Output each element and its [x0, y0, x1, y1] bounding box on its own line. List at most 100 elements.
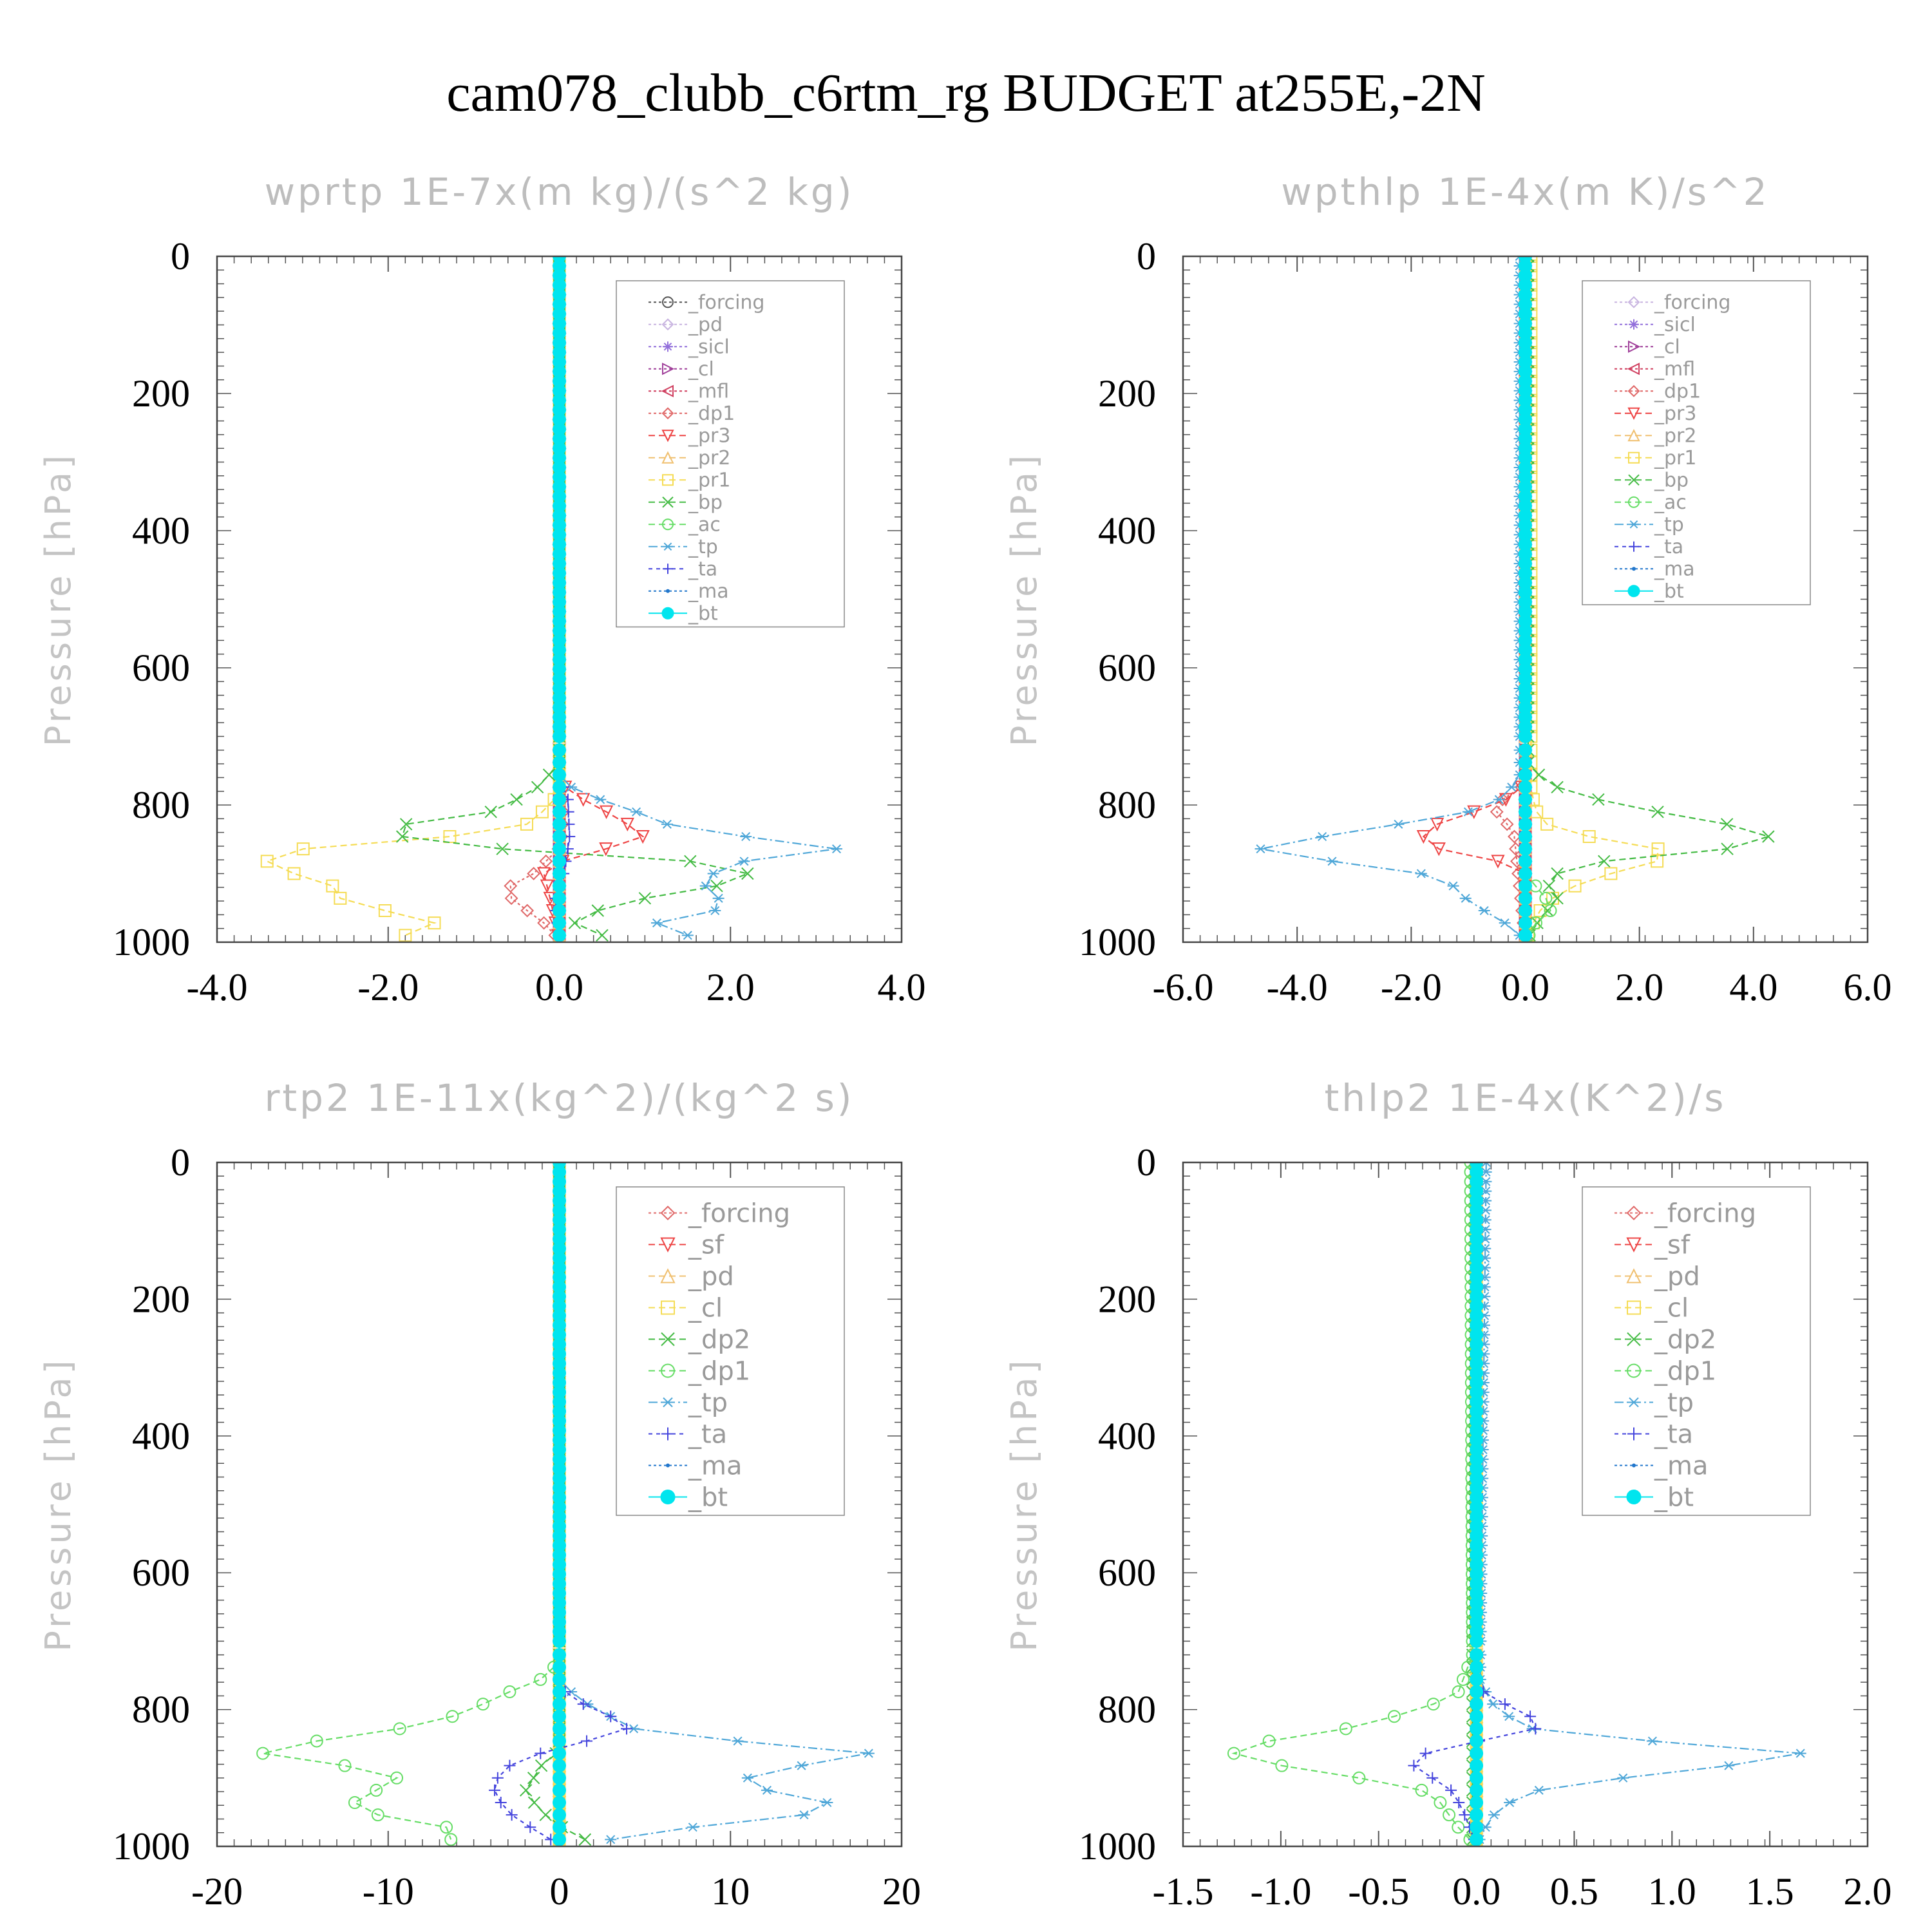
y-tick-label: 400	[132, 509, 190, 552]
data-point	[553, 743, 566, 757]
data-point	[1262, 1734, 1276, 1748]
data-point	[1646, 1736, 1658, 1746]
data-point	[348, 1796, 361, 1810]
data-point	[334, 891, 347, 905]
data-point	[395, 830, 409, 843]
legend-label: _bp	[1654, 469, 1689, 491]
y-axis-label: Pressure [hPa]	[38, 452, 79, 746]
data-point	[1456, 1672, 1470, 1686]
data-point	[540, 879, 554, 893]
data-point	[1720, 818, 1734, 831]
series-dp1	[256, 1162, 566, 1846]
x-tick-label: 10	[711, 1870, 750, 1913]
data-point	[568, 916, 582, 929]
legend: _forcing_sf_pd_cl_dp2_dp1_tp_ta_ma_bt	[616, 1186, 845, 1516]
y-tick-label: 1000	[113, 1825, 190, 1868]
data-point	[821, 1798, 833, 1808]
data-point	[527, 1796, 541, 1809]
data-point	[1408, 1759, 1420, 1772]
legend-label: _ta	[1654, 536, 1683, 558]
data-point	[1462, 807, 1474, 817]
plot-area	[1255, 256, 1775, 942]
legend-marker	[666, 1463, 670, 1468]
data-point	[831, 844, 843, 854]
data-point	[1519, 805, 1532, 819]
data-point	[535, 1759, 548, 1772]
data-point	[1519, 829, 1532, 844]
data-point	[393, 1722, 406, 1736]
data-point	[687, 1823, 699, 1832]
data-point	[534, 1672, 547, 1686]
legend-label: _sicl	[1654, 314, 1696, 336]
data-point	[605, 1710, 617, 1723]
data-point	[553, 1697, 566, 1711]
plot-area	[1227, 1162, 1806, 1846]
data-point	[553, 1771, 566, 1785]
data-point	[1470, 1820, 1484, 1834]
series-bt	[553, 1162, 566, 1846]
y-axis-label: Pressure [hPa]	[1004, 452, 1045, 746]
legend-label: _forcing	[688, 1199, 790, 1229]
x-tick-label: 0.5	[1550, 1870, 1598, 1913]
data-point	[1470, 1634, 1484, 1648]
data-point	[399, 929, 412, 942]
data-point	[1426, 1698, 1440, 1711]
data-point	[527, 1772, 540, 1785]
legend-marker	[660, 1490, 676, 1504]
data-point	[1551, 781, 1564, 794]
legend-marker	[661, 1397, 674, 1408]
data-point	[661, 819, 673, 829]
series-line	[1231, 1162, 1473, 1841]
data-point	[1470, 1709, 1484, 1723]
y-tick-label: 1000	[113, 921, 190, 963]
legend-marker	[661, 1363, 675, 1378]
legend-label: _dp1	[688, 402, 735, 425]
data-point	[1519, 928, 1532, 942]
data-point	[553, 1660, 566, 1674]
data-point	[491, 1772, 504, 1784]
data-point	[1651, 842, 1665, 856]
y-tick-label: 600	[132, 647, 190, 689]
legend-box	[1582, 280, 1811, 605]
legend-label: _pr1	[1654, 447, 1696, 469]
legend-marker	[660, 1268, 676, 1283]
legend: _forcing_pd_sicl_cl_mfl_dp1_pr3_pr2_pr1_…	[616, 280, 845, 628]
legend-label: _tp	[688, 536, 718, 558]
legend-label: _tp	[1654, 513, 1684, 536]
data-point	[1470, 1759, 1484, 1773]
data-point	[553, 780, 566, 794]
data-point	[539, 1808, 552, 1821]
y-tick-label: 400	[1098, 509, 1156, 552]
data-point	[1326, 857, 1338, 866]
legend-label: _pr2	[688, 447, 730, 469]
plot-frame	[1182, 1161, 1869, 1848]
data-point	[378, 904, 392, 918]
legend-marker	[1627, 585, 1640, 598]
data-point	[370, 1783, 383, 1797]
data-point	[621, 1723, 633, 1735]
x-tick-label: 4.0	[878, 966, 926, 1009]
series-bt	[1519, 256, 1532, 942]
data-point	[581, 1735, 593, 1747]
data-point	[326, 879, 339, 893]
legend-marker	[663, 341, 673, 352]
data-point	[1519, 879, 1532, 893]
data-point	[1519, 904, 1532, 918]
legend-marker	[662, 474, 674, 486]
minor-ticks	[1182, 256, 1868, 943]
data-point	[1430, 817, 1444, 832]
data-point	[1464, 1162, 1477, 1169]
y-tick-label: 1000	[1079, 1825, 1156, 1868]
x-tick-label: 0.0	[1452, 1870, 1501, 1913]
data-point	[630, 807, 643, 817]
data-point	[553, 1634, 566, 1648]
data-point	[1519, 891, 1532, 905]
data-point	[862, 1748, 875, 1758]
legend-marker	[1627, 1363, 1641, 1378]
legend-label: _dp1	[1654, 380, 1701, 402]
data-point	[504, 891, 518, 905]
data-point	[520, 904, 535, 918]
legend-label: _cl	[688, 1294, 723, 1323]
data-point	[553, 817, 566, 831]
legend-marker	[1627, 1300, 1641, 1315]
